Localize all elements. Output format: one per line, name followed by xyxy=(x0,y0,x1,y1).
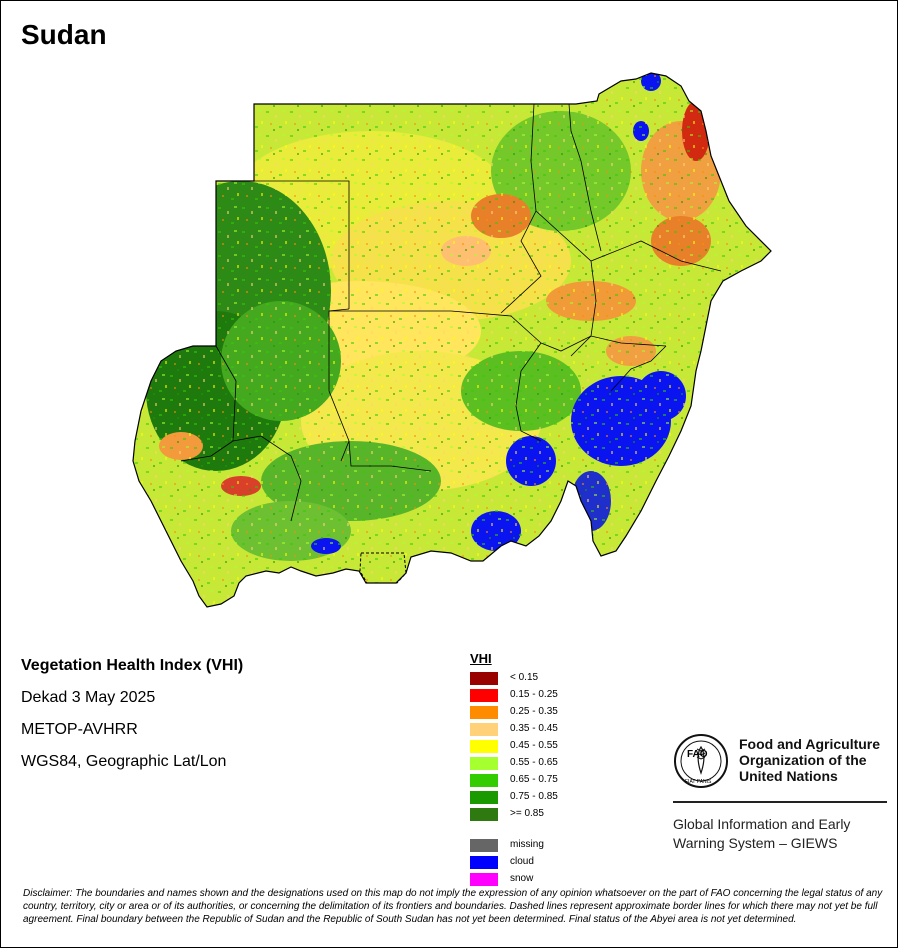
legend-swatch xyxy=(470,873,498,886)
period-label: Dekad 3 May 2025 xyxy=(21,689,156,706)
legend-label: < 0.15 xyxy=(510,672,539,683)
legend-row: 0.75 - 0.85 xyxy=(470,789,580,806)
legend-row: 0.55 - 0.65 xyxy=(470,755,580,772)
legend-swatch xyxy=(470,723,498,736)
legend-label: >= 0.85 xyxy=(510,808,544,819)
legend-row: 0.45 - 0.55 xyxy=(470,738,580,755)
legend-swatch xyxy=(470,791,498,804)
legend-label: 0.25 - 0.35 xyxy=(510,706,558,717)
emblem-text: FAO xyxy=(687,749,708,760)
sensor-label: METOP-AVHRR xyxy=(21,721,138,738)
country-title: Sudan xyxy=(21,19,107,50)
logo-divider xyxy=(673,801,887,803)
legend-label: 0.15 - 0.25 xyxy=(510,689,558,700)
legend-swatch xyxy=(470,689,498,702)
legend-swatch xyxy=(470,808,498,821)
org-name-line1: Food and Agriculture xyxy=(739,736,881,752)
giews-line2: Warning System – GIEWS xyxy=(673,835,838,851)
legend-label: 0.35 - 0.45 xyxy=(510,723,558,734)
legend-label: snow xyxy=(510,873,534,884)
legend-row: >= 0.85 xyxy=(470,806,580,823)
fao-giews-logo: FAO FIAT PANIS Food and Agriculture Orga… xyxy=(673,733,891,853)
legend-label: 0.65 - 0.75 xyxy=(510,774,558,785)
disclaimer-text: Disclaimer: The boundaries and names sho… xyxy=(23,888,883,925)
legend-row: 0.25 - 0.35 xyxy=(470,704,580,721)
vhi-map xyxy=(121,61,781,616)
legend-label: 0.55 - 0.65 xyxy=(510,757,558,768)
vhi-raster xyxy=(133,73,771,607)
legend-row: < 0.15 xyxy=(470,670,580,687)
giews-line1: Global Information and Early xyxy=(673,816,851,832)
legend-swatch xyxy=(470,740,498,753)
legend-label: 0.75 - 0.85 xyxy=(510,791,558,802)
fao-emblem-icon: FAO FIAT PANIS xyxy=(674,734,728,788)
legend-label: missing xyxy=(510,839,544,850)
legend-row: 0.35 - 0.45 xyxy=(470,721,580,738)
state-boundaries xyxy=(180,103,722,522)
legend-label: 0.45 - 0.55 xyxy=(510,740,558,751)
vhi-legend: VHI < 0.15 0.15 - 0.25 0.25 - 0.35 0.35 - 0… xyxy=(470,651,580,888)
org-name-line3: United Nations xyxy=(739,768,838,784)
projection-label: WGS84, Geographic Lat/Lon xyxy=(21,753,227,770)
legend-swatch xyxy=(470,672,498,685)
giews-label: Global Information and Early Warning Sys… xyxy=(673,815,850,853)
legend-label: cloud xyxy=(510,856,534,867)
legend-row: cloud xyxy=(470,854,580,871)
legend-swatch xyxy=(470,856,498,869)
organization-name: Food and Agriculture Organization of the… xyxy=(739,736,880,784)
legend-row: 0.65 - 0.75 xyxy=(470,772,580,789)
legend-row: missing xyxy=(470,837,580,854)
emblem-motto: FIAT PANIS xyxy=(685,779,712,785)
legend-title: VHI xyxy=(470,651,492,666)
legend-swatch xyxy=(470,757,498,770)
org-name-line2: Organization of the xyxy=(739,752,867,768)
legend-row: 0.15 - 0.25 xyxy=(470,687,580,704)
legend-swatch xyxy=(470,839,498,852)
legend-swatch xyxy=(470,774,498,787)
legend-swatch xyxy=(470,706,498,719)
legend-row: snow xyxy=(470,871,580,888)
index-title: Vegetation Health Index (VHI) xyxy=(21,657,244,674)
map-info: Vegetation Health Index (VHI) Dekad 3 Ma… xyxy=(21,657,243,785)
